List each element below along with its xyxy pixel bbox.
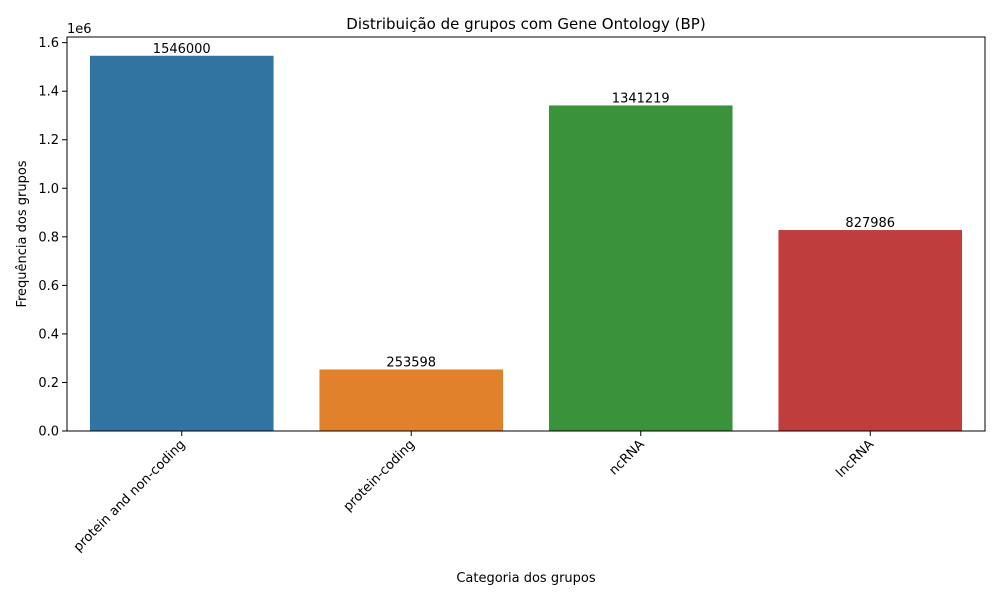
x-tick-label: ncRNA bbox=[607, 437, 648, 478]
x-tick-label: protein and non-coding bbox=[71, 437, 189, 555]
y-tick-label: 1.0 bbox=[38, 182, 59, 197]
bar-value-label: 1341219 bbox=[612, 91, 670, 106]
bar-value-label: 253598 bbox=[386, 355, 436, 370]
y-tick-label: 1.2 bbox=[38, 133, 59, 148]
bar-labels-group: 1546000 253598 1341219 827986 bbox=[153, 42, 895, 371]
plot-frame bbox=[66, 36, 986, 432]
bar-value-label: 1546000 bbox=[153, 42, 211, 57]
y-tick-label: 1.4 bbox=[38, 85, 59, 100]
y-offset-label: 1e6 bbox=[67, 22, 92, 37]
y-tick-label: 0.6 bbox=[38, 279, 59, 294]
y-tick-label: 1.6 bbox=[38, 36, 59, 51]
x-tick-label: protein-coding bbox=[341, 437, 418, 514]
bar-value-label: 827986 bbox=[845, 216, 895, 231]
y-tick-label: 0.2 bbox=[38, 376, 59, 391]
y-axis-label: Frequência dos grupos bbox=[15, 160, 30, 307]
y-axis-ticks: 0.0 0.2 0.4 0.6 0.8 1.0 1.2 1.4 1.6 bbox=[38, 36, 67, 440]
y-tick-label: 0.8 bbox=[38, 230, 59, 245]
bar bbox=[778, 230, 963, 431]
y-tick-label: 0.0 bbox=[38, 425, 59, 440]
bar bbox=[89, 55, 274, 432]
bar bbox=[548, 105, 733, 431]
bars-group bbox=[89, 55, 963, 432]
chart-title: Distribuição de grupos com Gene Ontology… bbox=[346, 15, 705, 33]
x-axis-ticks: protein and non-coding protein-coding ncRN… bbox=[71, 431, 877, 555]
x-axis-label: Categoria dos grupos bbox=[456, 571, 596, 586]
bar bbox=[319, 369, 504, 431]
x-tick-label: lncRNA bbox=[833, 437, 877, 481]
y-tick-label: 0.4 bbox=[38, 327, 59, 342]
